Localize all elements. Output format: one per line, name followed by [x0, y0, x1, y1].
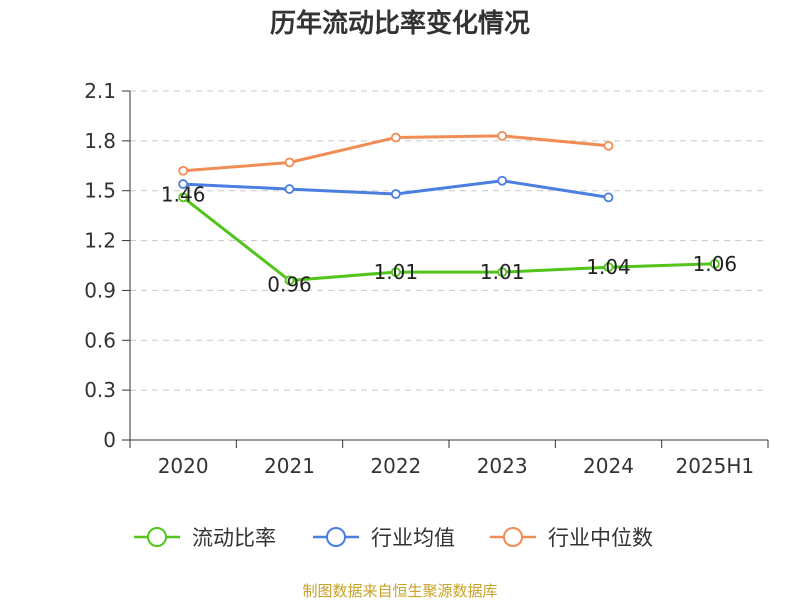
data-label: 1.04: [586, 255, 631, 279]
grid-lines: [130, 90, 768, 391]
legend-marker-icon: [326, 527, 346, 547]
data-point: [178, 179, 189, 189]
data-point: [497, 130, 508, 141]
data-label: 1.06: [693, 252, 738, 276]
y-tick-label: 0.9: [84, 278, 116, 302]
data-point: [603, 140, 614, 151]
data-point: [284, 275, 295, 286]
data-point: [390, 132, 401, 143]
data-point: [497, 267, 508, 278]
data-label: 1.01: [480, 260, 525, 284]
data-point: [390, 267, 401, 278]
y-tick-label: 1.2: [84, 229, 116, 253]
source-note: 制图数据来自恒生聚源数据库: [302, 582, 497, 600]
x-tick-label: 2021: [264, 454, 315, 478]
x-tick-label: 2025H1: [675, 454, 754, 478]
y-tick-label: 0: [103, 428, 116, 452]
legend: 流动比率 行业均值 行业中位数: [134, 526, 653, 550]
data-point: [178, 192, 189, 203]
legend-marker-icon: [503, 527, 523, 547]
data-point: [284, 157, 295, 168]
y-tick-label: 0.6: [84, 328, 116, 352]
data-point: [603, 192, 614, 203]
data-label: 1.01: [374, 260, 419, 284]
data-point: [709, 258, 720, 269]
legend-label: 行业均值: [371, 526, 455, 550]
data-point: [390, 189, 401, 199]
data-labels: 1.46 0.96 1.01 1.01 1.04 1.06: [161, 182, 737, 296]
y-tick-label: 0.3: [84, 378, 116, 402]
legend-label: 行业中位数: [548, 526, 653, 550]
x-tick-label: 2024: [583, 454, 634, 478]
data-label: 0.96: [267, 272, 312, 296]
y-tick-label: 1.5: [84, 179, 116, 203]
data-point: [178, 165, 189, 176]
chart-title: 历年流动比率变化情况: [270, 8, 530, 39]
x-tick-label: 2022: [370, 454, 421, 478]
data-point: [497, 175, 508, 186]
series-line: [182, 196, 715, 282]
x-tick-label: 2023: [477, 454, 528, 478]
data-point: [284, 184, 295, 194]
legend-label: 流动比率: [192, 526, 276, 550]
legend-marker-icon: [147, 527, 167, 547]
series-lines: [178, 130, 720, 286]
data-point: [603, 262, 614, 273]
axes: 0 0.3 0.6 0.9 1.2 1.5 1.8 2.1 2020 2021 2022 2023 20…: [84, 79, 769, 478]
x-tick-label: 2020: [158, 454, 209, 478]
y-tick-label: 1.8: [84, 129, 116, 153]
y-tick-label: 2.1: [84, 79, 116, 103]
data-label: 1.46: [161, 182, 206, 206]
